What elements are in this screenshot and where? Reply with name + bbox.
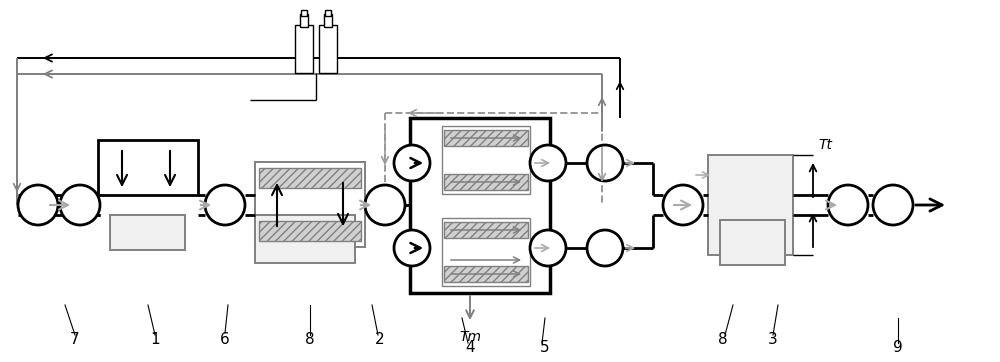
Bar	[442, 126, 530, 194]
Text: 8: 8	[718, 333, 728, 348]
Circle shape	[365, 185, 405, 225]
Circle shape	[394, 145, 430, 181]
Circle shape	[394, 230, 430, 266]
Bar	[444, 266, 528, 282]
Text: 3: 3	[768, 333, 778, 348]
Text: 5: 5	[540, 341, 550, 355]
Circle shape	[530, 230, 566, 266]
Bar	[720, 220, 785, 265]
Bar	[410, 118, 550, 293]
Circle shape	[205, 185, 245, 225]
Text: 1: 1	[150, 333, 160, 348]
Bar	[444, 174, 528, 190]
Circle shape	[530, 145, 566, 181]
Bar	[295, 25, 313, 73]
Bar	[300, 14, 308, 27]
Bar	[301, 10, 307, 16]
Bar	[255, 162, 365, 247]
Bar	[259, 168, 361, 188]
Circle shape	[663, 185, 703, 225]
Bar	[255, 215, 355, 263]
Text: 4: 4	[465, 341, 475, 355]
Text: 7: 7	[70, 333, 80, 348]
Bar	[110, 215, 185, 250]
Text: Tt: Tt	[818, 138, 832, 152]
Bar	[98, 140, 198, 195]
Circle shape	[587, 145, 623, 181]
Circle shape	[587, 230, 623, 266]
Bar	[444, 130, 528, 146]
Bar	[444, 222, 528, 238]
Circle shape	[873, 185, 913, 225]
Bar	[708, 155, 793, 255]
Text: 6: 6	[220, 333, 230, 348]
Text: 2: 2	[375, 333, 385, 348]
Text: Tm: Tm	[459, 330, 481, 344]
Bar	[259, 221, 361, 241]
Bar	[319, 25, 337, 73]
Circle shape	[60, 185, 100, 225]
Bar	[325, 10, 331, 16]
Text: 9: 9	[893, 341, 903, 355]
Bar	[324, 14, 332, 27]
Text: 8: 8	[305, 333, 315, 348]
Bar	[442, 218, 530, 286]
Circle shape	[828, 185, 868, 225]
Circle shape	[18, 185, 58, 225]
